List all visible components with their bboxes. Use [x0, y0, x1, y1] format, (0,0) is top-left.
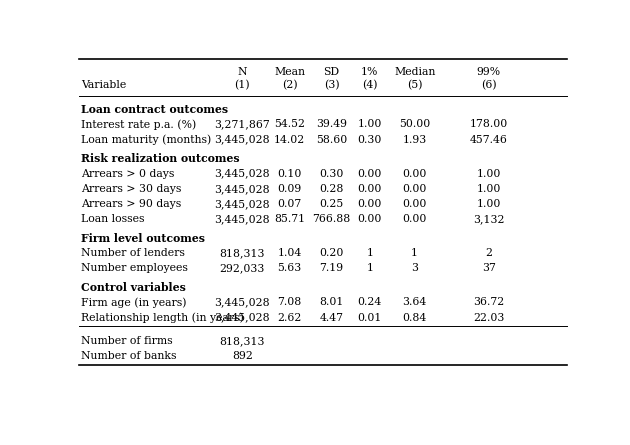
Text: 7.08: 7.08 — [278, 297, 302, 307]
Text: Number employees: Number employees — [81, 263, 188, 273]
Text: 0.01: 0.01 — [358, 312, 382, 323]
Text: 1.04: 1.04 — [278, 248, 302, 258]
Text: Arrears > 30 days: Arrears > 30 days — [81, 184, 181, 194]
Text: Interest rate p.a. (%): Interest rate p.a. (%) — [81, 119, 197, 129]
Text: 0.00: 0.00 — [358, 214, 382, 224]
Text: 3,445,028: 3,445,028 — [214, 214, 270, 224]
Text: SD: SD — [324, 67, 340, 77]
Text: (4): (4) — [362, 80, 377, 90]
Text: 0.28: 0.28 — [319, 184, 344, 194]
Text: 3,445,028: 3,445,028 — [214, 312, 270, 323]
Text: 0.00: 0.00 — [403, 169, 427, 178]
Text: 3,445,028: 3,445,028 — [214, 134, 270, 145]
Text: 99%: 99% — [477, 67, 501, 77]
Text: 36.72: 36.72 — [473, 297, 505, 307]
Text: 1.00: 1.00 — [477, 199, 501, 209]
Text: 0.20: 0.20 — [319, 248, 344, 258]
Text: Firm level outcomes: Firm level outcomes — [81, 233, 205, 243]
Text: 178.00: 178.00 — [470, 119, 508, 129]
Text: 14.02: 14.02 — [274, 134, 306, 145]
Text: (2): (2) — [282, 80, 297, 90]
Text: 0.84: 0.84 — [403, 312, 427, 323]
Text: 457.46: 457.46 — [470, 134, 508, 145]
Text: 4.47: 4.47 — [319, 312, 343, 323]
Text: 3.64: 3.64 — [403, 297, 427, 307]
Text: (5): (5) — [407, 80, 423, 90]
Text: 0.25: 0.25 — [319, 199, 344, 209]
Text: 1.00: 1.00 — [477, 184, 501, 194]
Text: 1.00: 1.00 — [358, 119, 382, 129]
Text: 892: 892 — [232, 351, 253, 361]
Text: 54.52: 54.52 — [274, 119, 305, 129]
Text: 85.71: 85.71 — [274, 214, 306, 224]
Text: 0.00: 0.00 — [403, 214, 427, 224]
Text: 3,271,867: 3,271,867 — [214, 119, 270, 129]
Text: Risk realization outcomes: Risk realization outcomes — [81, 153, 240, 164]
Text: 1%: 1% — [361, 67, 379, 77]
Text: 3,445,028: 3,445,028 — [214, 199, 270, 209]
Text: Loan losses: Loan losses — [81, 214, 145, 224]
Text: Arrears > 90 days: Arrears > 90 days — [81, 199, 181, 209]
Text: Relationship length (in years): Relationship length (in years) — [81, 312, 244, 323]
Text: 1.93: 1.93 — [403, 134, 427, 145]
Text: 0.30: 0.30 — [319, 169, 344, 178]
Text: 0.24: 0.24 — [358, 297, 382, 307]
Text: 0.00: 0.00 — [403, 184, 427, 194]
Text: Number of lenders: Number of lenders — [81, 248, 185, 258]
Text: 292,033: 292,033 — [220, 263, 265, 273]
Text: Firm age (in years): Firm age (in years) — [81, 297, 186, 307]
Text: Mean: Mean — [274, 67, 305, 77]
Text: 1.00: 1.00 — [477, 169, 501, 178]
Text: 1: 1 — [366, 248, 373, 258]
Text: 0.00: 0.00 — [358, 169, 382, 178]
Text: 0.09: 0.09 — [278, 184, 302, 194]
Text: 0.00: 0.00 — [358, 199, 382, 209]
Text: N: N — [238, 67, 247, 77]
Text: 2.62: 2.62 — [277, 312, 302, 323]
Text: 2: 2 — [485, 248, 493, 258]
Text: Variable: Variable — [81, 80, 127, 90]
Text: 3,445,028: 3,445,028 — [214, 184, 270, 194]
Text: 818,313: 818,313 — [220, 336, 265, 346]
Text: Median: Median — [394, 67, 435, 77]
Text: 3: 3 — [411, 263, 418, 273]
Text: Number of firms: Number of firms — [81, 336, 173, 346]
Text: 37: 37 — [482, 263, 496, 273]
Text: Number of banks: Number of banks — [81, 351, 176, 361]
Text: Loan maturity (months): Loan maturity (months) — [81, 134, 212, 145]
Text: 1: 1 — [366, 263, 373, 273]
Text: 0.30: 0.30 — [358, 134, 382, 145]
Text: 8.01: 8.01 — [319, 297, 344, 307]
Text: Arrears > 0 days: Arrears > 0 days — [81, 169, 175, 178]
Text: 7.19: 7.19 — [319, 263, 344, 273]
Text: (3): (3) — [324, 80, 340, 90]
Text: (1): (1) — [234, 80, 250, 90]
Text: 0.10: 0.10 — [277, 169, 302, 178]
Text: Control variables: Control variables — [81, 282, 186, 293]
Text: 0.07: 0.07 — [278, 199, 302, 209]
Text: 3,132: 3,132 — [473, 214, 505, 224]
Text: 1: 1 — [411, 248, 418, 258]
Text: 3,445,028: 3,445,028 — [214, 169, 270, 178]
Text: 50.00: 50.00 — [399, 119, 430, 129]
Text: (6): (6) — [481, 80, 496, 90]
Text: 0.00: 0.00 — [358, 184, 382, 194]
Text: 5.63: 5.63 — [278, 263, 302, 273]
Text: 58.60: 58.60 — [316, 134, 347, 145]
Text: 818,313: 818,313 — [220, 248, 265, 258]
Text: 22.03: 22.03 — [473, 312, 505, 323]
Text: 0.00: 0.00 — [403, 199, 427, 209]
Text: Loan contract outcomes: Loan contract outcomes — [81, 104, 228, 115]
Text: 3,445,028: 3,445,028 — [214, 297, 270, 307]
Text: 39.49: 39.49 — [316, 119, 347, 129]
Text: 766.88: 766.88 — [312, 214, 351, 224]
